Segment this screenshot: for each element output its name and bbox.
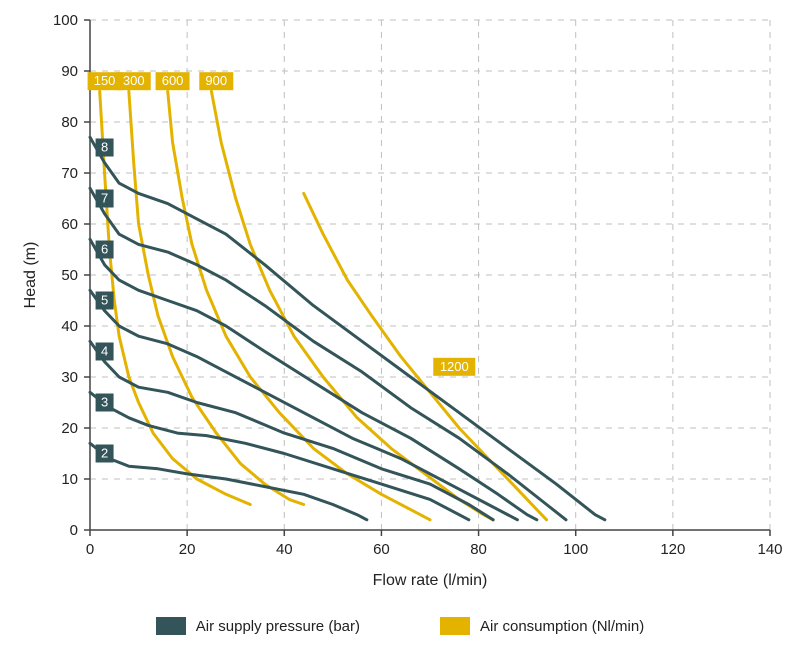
svg-text:40: 40: [61, 318, 78, 335]
svg-text:3: 3: [101, 395, 108, 410]
svg-text:4: 4: [101, 344, 108, 359]
svg-text:20: 20: [179, 541, 196, 558]
svg-text:8: 8: [101, 140, 108, 155]
svg-text:50: 50: [61, 267, 78, 284]
svg-text:90: 90: [61, 63, 78, 80]
svg-text:2: 2: [101, 446, 108, 461]
legend-label-air: Air consumption (Nl/min): [480, 618, 644, 635]
legend-air: Air consumption (Nl/min): [440, 617, 644, 635]
svg-text:150: 150: [94, 73, 116, 88]
svg-text:20: 20: [61, 420, 78, 437]
chart-legend: Air supply pressure (bar) Air consumptio…: [0, 617, 800, 635]
svg-text:10: 10: [61, 471, 78, 488]
svg-text:Head (m): Head (m): [22, 242, 39, 309]
legend-label-pressure: Air supply pressure (bar): [196, 618, 360, 635]
svg-text:0: 0: [86, 541, 94, 558]
svg-text:60: 60: [61, 216, 78, 233]
svg-text:600: 600: [162, 73, 184, 88]
svg-text:900: 900: [205, 73, 227, 88]
svg-text:140: 140: [757, 541, 782, 558]
chart-svg: 0 20 40 60 80 100 120 140 0 10 20 30 40 50 60 70 80 90 100…: [0, 0, 800, 650]
svg-text:70: 70: [61, 165, 78, 182]
svg-text:80: 80: [61, 114, 78, 131]
legend-swatch-pressure: [156, 617, 186, 635]
pump-performance-chart: 0 20 40 60 80 100 120 140 0 10 20 30 40 50 60 70 80 90 100…: [0, 0, 800, 650]
svg-text:80: 80: [470, 541, 487, 558]
svg-text:120: 120: [660, 541, 685, 558]
legend-swatch-air: [440, 617, 470, 635]
svg-text:30: 30: [61, 369, 78, 386]
svg-text:7: 7: [101, 191, 108, 206]
legend-pressure: Air supply pressure (bar): [156, 617, 360, 635]
svg-text:6: 6: [101, 242, 108, 257]
svg-text:100: 100: [563, 541, 588, 558]
svg-text:5: 5: [101, 293, 108, 308]
svg-text:Flow rate (l/min): Flow rate (l/min): [373, 572, 488, 589]
svg-text:0: 0: [70, 522, 78, 539]
svg-text:60: 60: [373, 541, 390, 558]
svg-text:300: 300: [123, 73, 145, 88]
svg-text:1200: 1200: [440, 359, 469, 374]
svg-text:40: 40: [276, 541, 293, 558]
svg-text:100: 100: [53, 12, 78, 29]
